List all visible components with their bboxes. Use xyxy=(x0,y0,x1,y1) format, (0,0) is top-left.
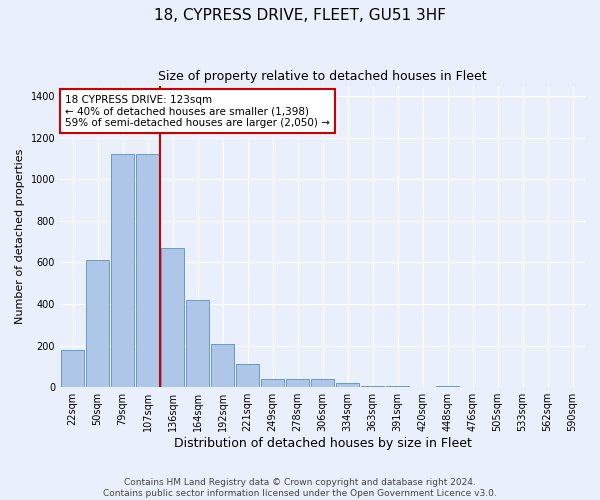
Bar xyxy=(61,350,85,387)
Text: Contains HM Land Registry data © Crown copyright and database right 2024.
Contai: Contains HM Land Registry data © Crown c… xyxy=(103,478,497,498)
Title: Size of property relative to detached houses in Fleet: Size of property relative to detached ho… xyxy=(158,70,487,83)
Bar xyxy=(335,383,359,387)
Bar xyxy=(286,379,310,387)
Bar xyxy=(260,379,284,387)
Text: 18, CYPRESS DRIVE, FLEET, GU51 3HF: 18, CYPRESS DRIVE, FLEET, GU51 3HF xyxy=(154,8,446,22)
Bar xyxy=(236,364,259,387)
Bar xyxy=(185,300,209,387)
Y-axis label: Number of detached properties: Number of detached properties xyxy=(15,148,25,324)
Bar xyxy=(110,154,134,387)
X-axis label: Distribution of detached houses by size in Fleet: Distribution of detached houses by size … xyxy=(173,437,472,450)
Bar xyxy=(361,386,385,387)
Bar xyxy=(386,386,409,387)
Text: 18 CYPRESS DRIVE: 123sqm
← 40% of detached houses are smaller (1,398)
59% of sem: 18 CYPRESS DRIVE: 123sqm ← 40% of detach… xyxy=(65,94,330,128)
Bar xyxy=(436,386,460,387)
Bar xyxy=(311,379,334,387)
Bar xyxy=(161,248,184,387)
Bar xyxy=(136,154,160,387)
Bar xyxy=(86,260,109,387)
Bar xyxy=(211,344,235,387)
